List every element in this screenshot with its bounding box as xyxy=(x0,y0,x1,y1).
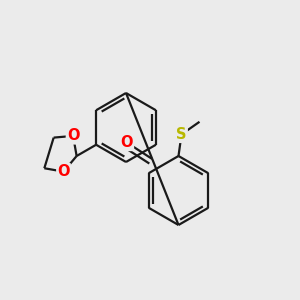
Text: S: S xyxy=(176,127,187,142)
Text: O: O xyxy=(57,164,70,179)
Text: O: O xyxy=(121,135,133,150)
Text: O: O xyxy=(67,128,79,143)
